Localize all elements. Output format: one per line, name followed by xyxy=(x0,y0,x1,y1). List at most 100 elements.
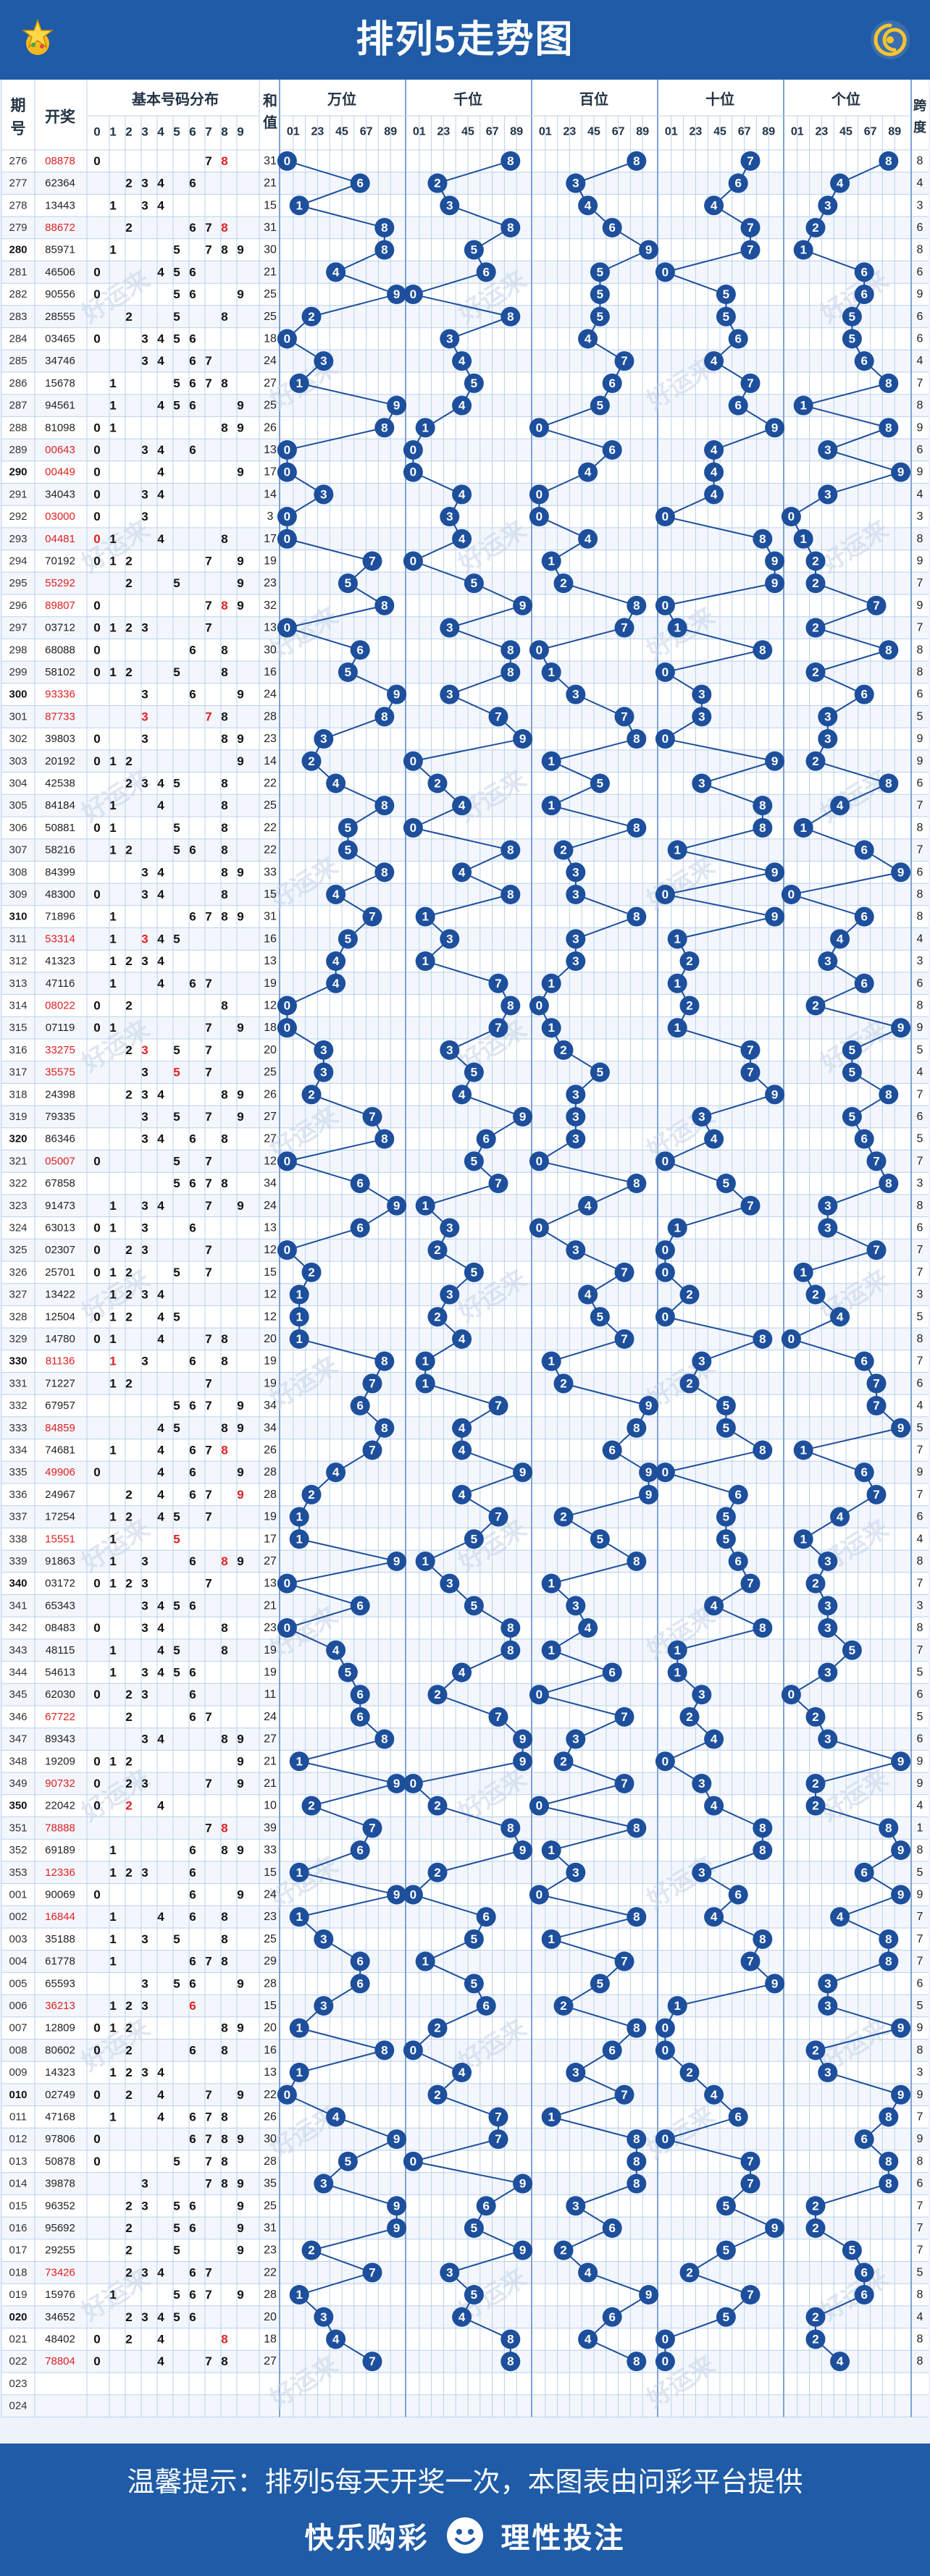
position-ball-digit: 6 xyxy=(860,2265,867,2279)
position-ball-digit: 3 xyxy=(572,1110,579,1124)
position-ball xyxy=(500,1640,521,1660)
position-ball xyxy=(830,1507,850,1527)
position-ball-digit: 6 xyxy=(608,376,615,390)
position-ball-digit: 3 xyxy=(572,1733,579,1746)
position-ball-digit: 8 xyxy=(885,1955,892,1969)
issue-number: 298 xyxy=(9,644,27,656)
position-ball-digit: 9 xyxy=(519,2244,526,2257)
span-value: 9 xyxy=(917,1466,923,1478)
position-ball-digit: 4 xyxy=(837,932,844,946)
position-ball-digit: 6 xyxy=(860,688,867,702)
span-value: 3 xyxy=(917,1177,923,1190)
span-value: 8 xyxy=(917,1200,923,1212)
trend-line xyxy=(311,2227,397,2252)
issue-number: 024 xyxy=(9,2400,27,2412)
position-ball xyxy=(427,1240,448,1260)
position-ball xyxy=(704,1907,724,1927)
sum-value: 31 xyxy=(264,2222,277,2234)
span-value: 7 xyxy=(917,1444,923,1456)
position-ball-digit: 2 xyxy=(308,1266,314,1279)
position-ball-digit: 7 xyxy=(369,1821,375,1835)
row-band xyxy=(1,1727,929,1751)
position-ball xyxy=(301,2240,322,2260)
sum-value: 22 xyxy=(264,844,277,856)
position-ball xyxy=(818,1596,838,1616)
position-ball-digit: 5 xyxy=(471,1532,477,1546)
row-band xyxy=(1,883,929,906)
position-ball-digit: 1 xyxy=(674,1665,680,1679)
position-ball-digit: 7 xyxy=(873,599,879,613)
position-ball xyxy=(753,817,773,838)
draw-number: 33275 xyxy=(45,1044,75,1056)
header-issue: 期 xyxy=(11,98,26,114)
distribution-digit: 2 xyxy=(125,665,132,679)
span-value: 5 xyxy=(917,710,923,723)
position-ball-digit: 3 xyxy=(824,198,831,212)
position-ball-digit: 9 xyxy=(393,2132,400,2146)
position-ball xyxy=(716,1174,736,1194)
draw-number: 94561 xyxy=(45,400,75,412)
distribution-digit: 2 xyxy=(125,843,132,857)
position-ball xyxy=(403,751,423,771)
position-ball xyxy=(667,1018,687,1038)
position-ball-digit: 0 xyxy=(410,443,416,457)
distribution-digit: 1 xyxy=(109,1288,116,1302)
position-ball xyxy=(541,1018,561,1038)
position-ball xyxy=(314,2173,334,2194)
trend-line xyxy=(323,2183,397,2207)
sum-value: 23 xyxy=(264,2244,277,2257)
position-ball-digit: 1 xyxy=(548,799,554,812)
position-ball xyxy=(350,1974,370,1994)
position-ball xyxy=(452,484,472,505)
issue-number: 342 xyxy=(9,1622,27,1634)
span-value: 8 xyxy=(917,2155,923,2168)
position-ball-digit: 2 xyxy=(560,1510,566,1524)
header-position-1: 千位 xyxy=(453,91,482,108)
position-ball xyxy=(879,773,899,794)
position-ball-digit: 4 xyxy=(585,532,592,546)
draw-number: 65343 xyxy=(45,1599,75,1612)
distribution-digit: 1 xyxy=(109,376,116,390)
position-ball-digit: 0 xyxy=(284,1621,290,1635)
distribution-digit: 0 xyxy=(93,1754,100,1768)
sum-value: 19 xyxy=(264,1377,277,1389)
position-ball xyxy=(692,1773,712,1793)
sum-value: 26 xyxy=(264,421,277,434)
position-ball-digit: 6 xyxy=(608,2221,615,2235)
trend-line xyxy=(550,1560,637,1585)
footer-bar: 温馨提示：排列5每天开奖一次，本图表由问彩平台提供 快乐购彩 理性投注 xyxy=(0,2444,930,2576)
position-ball xyxy=(602,2307,622,2327)
position-ball-digit: 8 xyxy=(885,1932,892,1946)
position-ball-digit: 5 xyxy=(723,2199,729,2213)
position-ball-digit: 3 xyxy=(824,1999,831,2013)
trend-line xyxy=(676,916,775,940)
position-ball xyxy=(403,551,423,571)
trend-line xyxy=(413,293,511,318)
position-ball xyxy=(553,1995,574,2016)
draw-number: 39878 xyxy=(45,2178,75,2190)
position-ball-digit: 3 xyxy=(824,1599,831,1612)
position-ball-digit: 0 xyxy=(662,2043,669,2057)
distribution-digit: 4 xyxy=(157,932,164,946)
issue-number: 290 xyxy=(9,466,27,479)
distribution-digit: 3 xyxy=(141,1733,148,1746)
distribution-digit: 3 xyxy=(141,1866,148,1880)
position-ball xyxy=(387,285,407,305)
position-ball-digit: 3 xyxy=(572,1243,579,1257)
trend-line xyxy=(665,2138,751,2163)
distribution-digit: 8 xyxy=(221,1355,227,1368)
position-ball-digit: 5 xyxy=(849,2244,855,2257)
position-ball-digit: 0 xyxy=(662,1465,669,1479)
distribution-digit: 0 xyxy=(93,621,100,635)
draw-number: 34652 xyxy=(45,2311,75,2323)
distribution-digit: 4 xyxy=(157,399,164,413)
distribution-digit: 7 xyxy=(205,2088,211,2102)
issue-number: 010 xyxy=(9,2089,27,2101)
position-ball-digit: 2 xyxy=(812,1799,818,1813)
issue-number: 336 xyxy=(9,1489,27,1501)
issue-number: 318 xyxy=(9,1088,27,1100)
span-value: 9 xyxy=(917,1755,923,1767)
position-ball xyxy=(541,973,561,993)
trend-line xyxy=(803,827,865,851)
position-ball-digit: 7 xyxy=(495,1021,501,1035)
